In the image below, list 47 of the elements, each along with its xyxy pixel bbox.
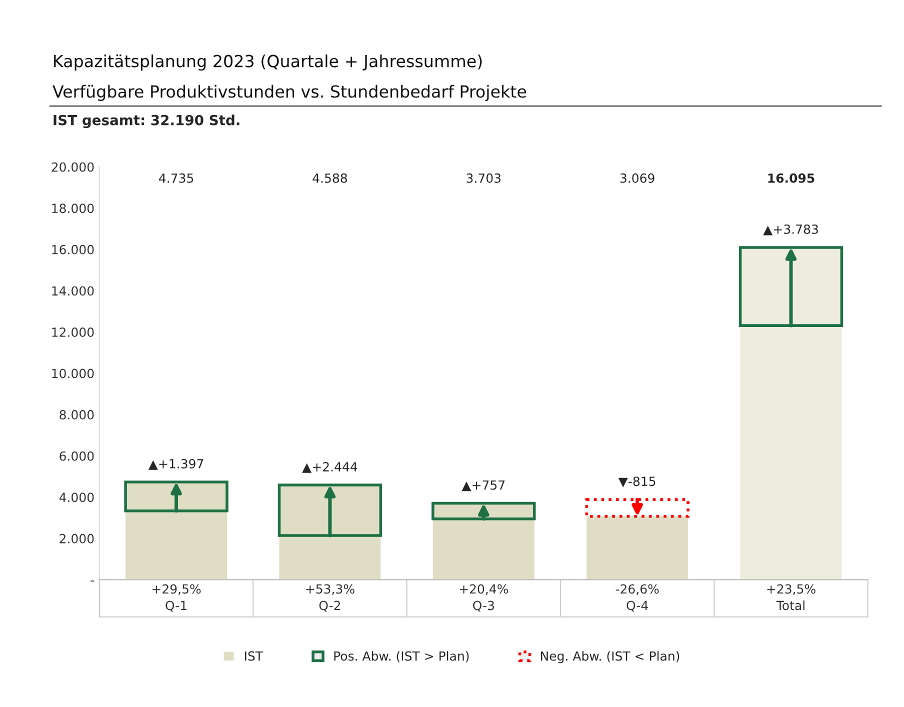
annotation: 3.703 — [466, 173, 501, 183]
legend-label: Neg. Abw. (IST < Plan) — [540, 651, 680, 664]
bar — [738, 246, 844, 327]
y-tick-label: 14.000 — [52, 286, 94, 296]
text: +20,4% — [460, 584, 508, 595]
data-label: ▲+757 — [462, 480, 505, 492]
bar — [740, 247, 842, 580]
y-tick-label: 4.000 — [59, 492, 94, 502]
legend-label: IST — [245, 651, 264, 661]
data-label: ▲+3.783 — [763, 224, 818, 236]
annotation: 3.069 — [620, 173, 654, 183]
bar — [279, 485, 381, 580]
bar — [585, 498, 690, 518]
annotation: 4.735 — [159, 173, 194, 183]
text: +23,5% — [767, 584, 816, 595]
x-tick-label: Q-2 — [319, 600, 340, 612]
y-tick-label: 12.000 — [52, 327, 94, 337]
y-tick-label: 8.000 — [60, 410, 94, 420]
bar — [126, 482, 227, 580]
text: +29,5% — [152, 584, 201, 595]
x-tick-label: Q-1 — [166, 600, 186, 612]
x-tick-label: Total — [776, 600, 804, 610]
y-tick-label: 18.000 — [52, 204, 94, 214]
data-label: ▼-815 — [618, 476, 656, 488]
y-tick-label: 2.000 — [60, 534, 94, 544]
y-tick-label: 10.000 — [52, 368, 94, 378]
text: IST gesamt: 32.190 Std. — [54, 114, 240, 128]
bar — [124, 480, 228, 512]
annotation: 4.588 — [312, 173, 347, 183]
chart-title: Kapazitätsplanung 2023 (Quartale + Jahressumme) — [54, 54, 482, 71]
bar — [278, 484, 382, 537]
bar — [586, 516, 688, 580]
bar — [432, 503, 534, 580]
text: -26,6% — [616, 584, 659, 595]
x-tick-label: Q-3 — [473, 600, 494, 612]
y-tick-label: 6.000 — [60, 451, 94, 461]
annotation: 16.095 — [768, 173, 814, 183]
y-tick-label: 16.000 — [52, 244, 94, 254]
x-tick-label: Q-4 — [626, 600, 648, 612]
data-label: ▲+1.397 — [148, 459, 204, 470]
y-tick-label: 20.000 — [52, 162, 94, 172]
bar — [432, 502, 536, 520]
text: +53,3% — [306, 584, 354, 595]
legend-label: Pos. Abw. (IST > Plan) — [334, 651, 469, 662]
y-tick-label: - — [90, 580, 94, 582]
chart-subtitle: Verfügbare Produktivstunden vs. Stundenbedarf Projekte — [52, 84, 526, 102]
data-label: ▲+2.444 — [302, 462, 358, 473]
